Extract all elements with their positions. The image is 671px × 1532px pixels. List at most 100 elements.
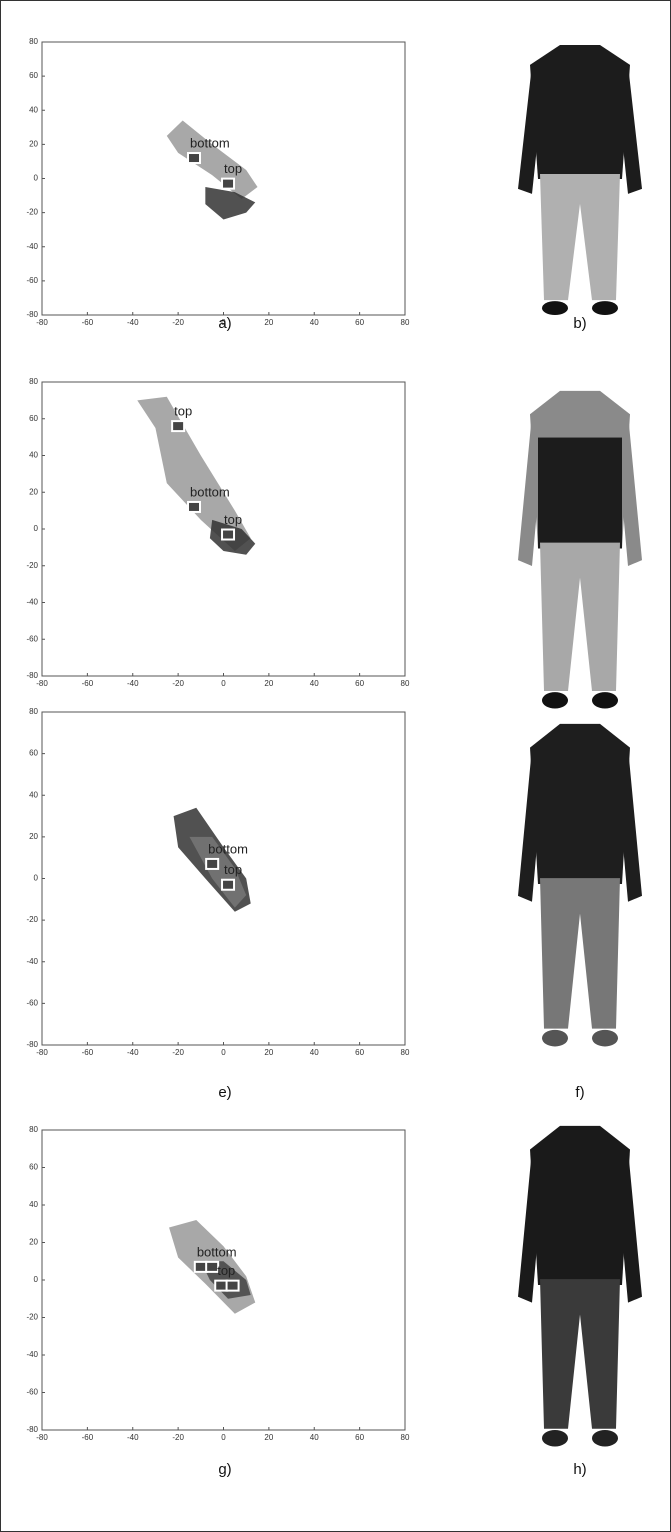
y-tick-label: 60 bbox=[29, 71, 38, 80]
cluster-center bbox=[187, 152, 202, 165]
cluster-center bbox=[187, 500, 202, 513]
y-tick-label: 80 bbox=[29, 1125, 38, 1134]
image-caption: b) bbox=[573, 315, 586, 332]
y-tick-label: 0 bbox=[34, 874, 39, 883]
y-tick-label: 20 bbox=[29, 487, 38, 496]
y-tick-label: -20 bbox=[26, 915, 38, 924]
x-tick-label: -80 bbox=[36, 318, 48, 327]
cluster-center bbox=[221, 528, 236, 541]
x-tick-label: -40 bbox=[127, 1433, 139, 1442]
cluster-label: top bbox=[224, 512, 242, 527]
x-tick-label: -80 bbox=[36, 1048, 48, 1057]
x-tick-label: 20 bbox=[264, 318, 273, 327]
x-tick-label: -20 bbox=[172, 1433, 184, 1442]
cluster-center bbox=[225, 1279, 240, 1292]
y-tick-label: 20 bbox=[29, 832, 38, 841]
cluster-center bbox=[205, 1260, 220, 1273]
cluster-center bbox=[214, 1279, 229, 1292]
cluster-center bbox=[221, 878, 236, 891]
x-tick-label: -80 bbox=[36, 1433, 48, 1442]
torso bbox=[530, 44, 630, 179]
sleeves bbox=[518, 414, 642, 567]
x-tick-label: 80 bbox=[401, 1048, 410, 1057]
x-tick-label: 0 bbox=[221, 1433, 226, 1442]
x-tick-label: -60 bbox=[82, 1048, 94, 1057]
person-image bbox=[518, 390, 642, 709]
y-tick-label: -20 bbox=[26, 1313, 38, 1322]
x-tick-label: 40 bbox=[310, 1433, 319, 1442]
shoe bbox=[542, 1429, 568, 1447]
y-tick-label: -40 bbox=[26, 242, 38, 251]
y-tick-label: -20 bbox=[26, 561, 38, 570]
y-tick-label: 20 bbox=[29, 139, 38, 148]
shoe bbox=[592, 1429, 618, 1447]
image-caption: h) bbox=[573, 1461, 586, 1478]
point-cloud bbox=[137, 396, 251, 552]
x-tick-label: -20 bbox=[172, 1048, 184, 1057]
y-tick-label: 40 bbox=[29, 451, 38, 460]
shoe bbox=[542, 1029, 568, 1047]
cluster-center bbox=[221, 177, 236, 190]
y-tick-label: 80 bbox=[29, 377, 38, 386]
cluster-label: bottom bbox=[190, 484, 230, 499]
y-tick-label: 40 bbox=[29, 790, 38, 799]
shoe bbox=[592, 1029, 618, 1047]
x-tick-label: 60 bbox=[355, 1048, 364, 1057]
y-tick-label: 40 bbox=[29, 1200, 38, 1209]
point-cloud bbox=[205, 187, 256, 220]
x-tick-label: 40 bbox=[310, 318, 319, 327]
x-tick-label: -40 bbox=[127, 318, 139, 327]
cluster-label: top bbox=[224, 161, 242, 176]
y-tick-label: 80 bbox=[29, 707, 38, 716]
x-tick-label: 20 bbox=[264, 679, 273, 688]
legs bbox=[540, 174, 620, 301]
legs bbox=[540, 878, 620, 1029]
x-tick-label: 20 bbox=[264, 1433, 273, 1442]
cluster-label: bottom bbox=[208, 841, 248, 856]
y-tick-label: 40 bbox=[29, 105, 38, 114]
y-tick-label: 60 bbox=[29, 414, 38, 423]
y-tick-label: -60 bbox=[26, 998, 38, 1007]
legs bbox=[540, 1279, 620, 1429]
cluster-label: top bbox=[224, 862, 242, 877]
x-tick-label: 0 bbox=[221, 318, 226, 327]
y-tick-label: 60 bbox=[29, 749, 38, 758]
cluster-label: bottom bbox=[197, 1244, 237, 1259]
plot-caption: g) bbox=[218, 1461, 231, 1478]
x-tick-label: 80 bbox=[401, 318, 410, 327]
y-tick-label: 0 bbox=[34, 174, 39, 183]
y-tick-label: -80 bbox=[26, 310, 38, 319]
x-tick-label: -40 bbox=[127, 679, 139, 688]
x-tick-label: -80 bbox=[36, 679, 48, 688]
shoe bbox=[542, 301, 568, 316]
sleeves bbox=[518, 747, 642, 902]
cluster-center bbox=[171, 420, 186, 433]
y-tick-label: -60 bbox=[26, 276, 38, 285]
y-tick-label: -40 bbox=[26, 957, 38, 966]
shoe bbox=[592, 692, 618, 709]
person-image bbox=[518, 723, 642, 1047]
person-image bbox=[518, 44, 642, 316]
x-tick-label: 0 bbox=[221, 1048, 226, 1057]
x-tick-label: -20 bbox=[172, 318, 184, 327]
x-tick-label: 40 bbox=[310, 1048, 319, 1057]
x-tick-label: -60 bbox=[82, 1433, 94, 1442]
cluster-label: top bbox=[217, 1263, 235, 1278]
x-tick-label: 80 bbox=[401, 1433, 410, 1442]
y-tick-label: -60 bbox=[26, 1388, 38, 1397]
torso-mid bbox=[538, 437, 622, 549]
y-tick-label: 20 bbox=[29, 1238, 38, 1247]
x-tick-label: -60 bbox=[82, 318, 94, 327]
y-tick-label: -20 bbox=[26, 208, 38, 217]
cluster-center bbox=[193, 1260, 208, 1273]
y-tick-label: 0 bbox=[34, 524, 39, 533]
y-tick-label: -80 bbox=[26, 1425, 38, 1434]
plot-caption: a) bbox=[218, 315, 231, 332]
legs bbox=[540, 542, 620, 691]
torso bbox=[530, 723, 630, 884]
y-tick-label: -40 bbox=[26, 598, 38, 607]
y-tick-label: 60 bbox=[29, 1163, 38, 1172]
torso bbox=[530, 1125, 630, 1285]
plot-caption: e) bbox=[218, 1084, 231, 1101]
